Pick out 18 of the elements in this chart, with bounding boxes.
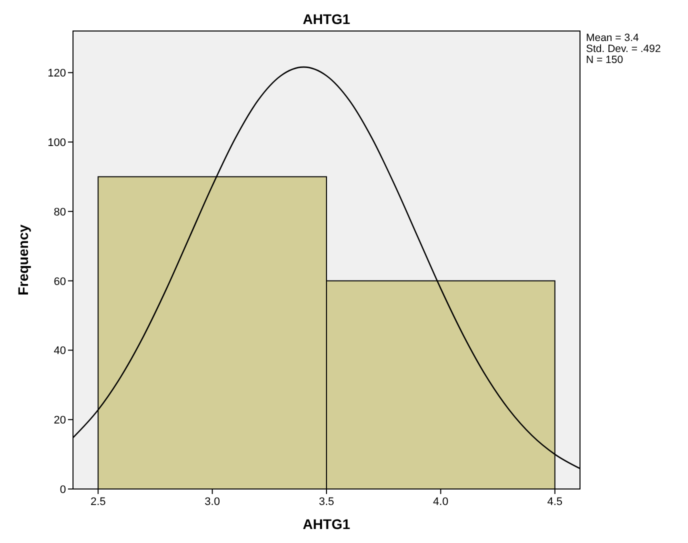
chart-title: AHTG1 — [302, 11, 350, 27]
y-tick-label: 120 — [48, 68, 66, 80]
x-tick-label: 2.5 — [90, 496, 106, 508]
y-tick-label: 100 — [48, 137, 66, 150]
x-tick-label: 4.5 — [547, 496, 563, 508]
x-tick-label: 4.0 — [433, 496, 448, 508]
y-axis-title: Frequency — [15, 224, 31, 296]
x-tick-label: 3.5 — [318, 496, 334, 508]
x-axis-title: AHTG1 — [302, 516, 350, 532]
y-tick-label: 80 — [54, 206, 66, 218]
text: Mean = 3.4 — [586, 32, 639, 44]
y-tick-label: 40 — [54, 345, 66, 358]
text: N = 150 — [586, 54, 624, 66]
y-tick-label: 0 — [60, 484, 66, 496]
x-tick-label: 3.0 — [204, 496, 220, 508]
y-tick-label: 60 — [54, 276, 66, 288]
text: Std. Dev. = .492 — [586, 43, 661, 55]
y-tick-label: 20 — [54, 414, 66, 427]
